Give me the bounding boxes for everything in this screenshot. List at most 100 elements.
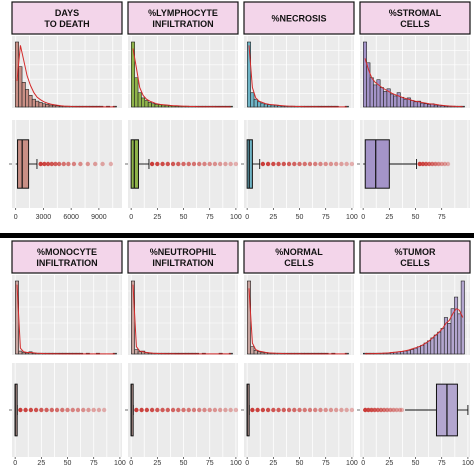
histogram-bar	[413, 347, 418, 355]
x-tick-label: 0	[13, 460, 17, 467]
histogram-bar	[253, 98, 258, 108]
histogram-bar	[45, 104, 50, 108]
outlier-point	[349, 161, 355, 167]
outlier-point	[207, 407, 212, 413]
outlier-point	[181, 407, 186, 413]
outlier-point	[33, 407, 39, 413]
histogram-bar	[134, 77, 139, 108]
x-tick-label: 0	[14, 214, 18, 221]
outlier-point	[101, 407, 107, 413]
outlier-point	[339, 161, 344, 167]
outlier-point	[265, 407, 271, 413]
facet-strip	[359, 240, 471, 274]
x-tick-label: 0	[245, 214, 249, 221]
histogram-bar	[250, 92, 255, 108]
histogram-bar	[393, 95, 398, 108]
outlier-point	[108, 161, 114, 167]
outlier-point	[18, 407, 23, 413]
histogram-bar	[137, 351, 142, 355]
x-tick-label: 25	[153, 460, 161, 467]
histogram-bar	[52, 105, 57, 108]
histogram-panel	[244, 36, 354, 108]
facet-title: INFILTRATION	[36, 258, 97, 268]
outlier-point	[439, 161, 444, 167]
facet-title: %MONOCYTE	[37, 247, 97, 257]
outlier-point	[366, 407, 371, 413]
outlier-point	[139, 407, 144, 413]
facet-strip	[11, 240, 123, 274]
facet-title: %NORMAL	[275, 247, 323, 257]
histogram-bar	[41, 103, 46, 108]
outlier-point	[54, 407, 60, 413]
histogram-bar	[260, 102, 265, 108]
outlier-point	[339, 407, 344, 413]
facet-title: %LYMPHOCYTE	[148, 8, 218, 18]
histogram-bar	[250, 346, 255, 355]
facet-title: CELLS	[284, 258, 314, 268]
histogram-bar	[437, 331, 442, 355]
histogram-bar	[379, 87, 384, 108]
histogram-bar	[161, 104, 166, 108]
x-tick-label: 75	[322, 460, 330, 467]
histogram-bar	[141, 97, 146, 108]
outlier-point	[86, 407, 91, 413]
outlier-point	[388, 407, 393, 413]
x-tick-label: 50	[296, 460, 304, 467]
outlier-point	[318, 407, 323, 413]
histogram-bar	[413, 101, 418, 108]
boxplot-box	[364, 139, 390, 189]
outlier-point	[430, 161, 435, 167]
histogram-bar	[25, 89, 30, 108]
outlier-point	[165, 407, 171, 413]
histogram-bar	[427, 340, 432, 355]
outlier-point	[186, 161, 191, 167]
outlier-point	[313, 407, 318, 413]
outlier-point	[44, 407, 49, 413]
outlier-point	[100, 161, 105, 167]
outlier-point	[170, 407, 176, 413]
outlier-point	[381, 407, 387, 413]
outlier-point	[372, 407, 377, 413]
x-tick-label: 25	[385, 460, 393, 467]
density-curve	[16, 284, 115, 355]
histogram-bar	[400, 96, 405, 108]
outlier-point	[276, 407, 281, 413]
x-tick-label: 25	[269, 460, 277, 467]
facet-strip	[127, 240, 239, 274]
outlier-point	[202, 407, 207, 413]
histogram-bar	[157, 104, 162, 108]
outlier-point	[433, 161, 438, 167]
histogram-bar	[48, 104, 53, 108]
histogram-bar	[369, 77, 374, 108]
x-tick-label: 0	[361, 460, 365, 467]
histogram-bar	[257, 101, 262, 108]
histogram-bar	[137, 92, 142, 108]
outlier-point	[56, 161, 62, 167]
outlier-point	[165, 161, 171, 167]
histogram-bar	[18, 350, 23, 355]
facet-title: DAYS	[55, 8, 79, 18]
facet-title: CELLS	[400, 258, 430, 268]
density-curve	[132, 48, 231, 108]
outlier-point	[71, 161, 77, 167]
outlier-point	[292, 407, 297, 413]
facet-3: %NECROSIS 0 25 50 75 100	[241, 1, 358, 221]
histogram-bar	[447, 323, 452, 355]
histogram-panel	[128, 275, 238, 355]
x-tick-label: 100	[462, 460, 474, 467]
histogram-bar	[410, 349, 415, 355]
x-tick-label: 0	[361, 214, 365, 221]
histogram-bar	[433, 334, 438, 355]
outlier-point	[217, 407, 223, 413]
histogram-bar	[151, 103, 156, 108]
x-tick-label: 25	[37, 460, 45, 467]
outlier-point	[442, 161, 448, 167]
x-tick-label: 0	[129, 460, 133, 467]
x-tick-label: 75	[322, 214, 330, 221]
histogram-bar	[154, 104, 159, 108]
histogram-bar	[420, 344, 425, 355]
facet-title: %NECROSIS	[271, 14, 326, 24]
